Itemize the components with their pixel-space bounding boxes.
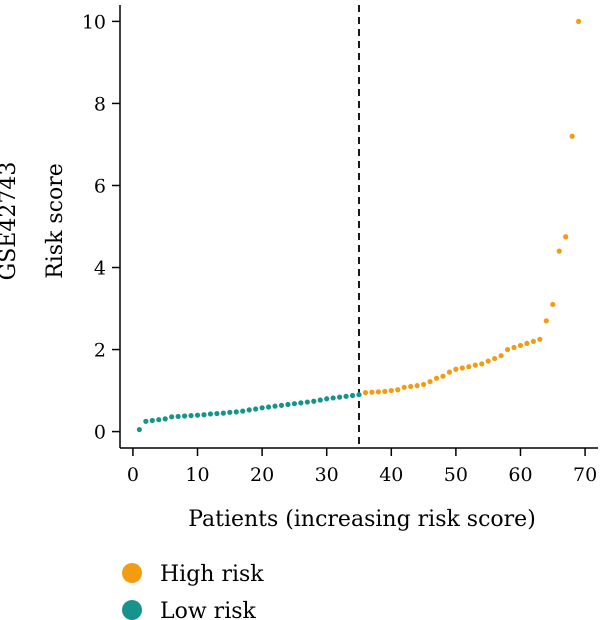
low-risk-point <box>246 407 252 413</box>
low-risk-point <box>214 410 220 417</box>
x-tick-label: 70 <box>573 464 597 486</box>
y-tick-label: 10 <box>82 11 106 33</box>
data-points <box>136 18 582 433</box>
high-risk-point <box>466 364 472 370</box>
high-risk-point <box>479 361 485 367</box>
low-risk-point <box>324 396 330 402</box>
low-risk-point <box>143 418 149 424</box>
x-axis-title: Patients (increasing risk score) <box>188 507 536 532</box>
high-risk-point <box>408 383 414 390</box>
high-risk-point <box>388 387 394 394</box>
low-risk-point <box>169 414 175 420</box>
low-risk-point <box>220 410 226 416</box>
high-risk-point <box>492 355 498 362</box>
x-axis-ticks: 0 10 20 30 40 50 60 70 <box>127 448 597 486</box>
high-risk-point <box>414 383 420 389</box>
x-tick-label: 10 <box>185 464 209 486</box>
high-risk-point <box>382 388 388 394</box>
legend-marker-low-risk <box>122 600 142 620</box>
low-risk-point <box>227 409 233 415</box>
low-risk-point <box>349 392 356 399</box>
y-axis-title: Risk score <box>43 163 68 279</box>
legend-label-high-risk: High risk <box>160 562 264 587</box>
high-risk-point <box>511 344 517 351</box>
low-risk-point <box>136 426 142 433</box>
low-risk-point <box>356 392 362 398</box>
low-risk-point <box>207 411 214 417</box>
high-risk-point <box>433 375 440 381</box>
high-risk-point <box>369 389 375 395</box>
x-tick-label: 50 <box>444 464 468 486</box>
high-risk-point <box>420 381 427 388</box>
high-risk-point <box>556 248 562 254</box>
y-tick-label: 4 <box>94 258 106 280</box>
low-risk-point <box>272 403 278 409</box>
low-risk-point <box>304 399 310 405</box>
high-risk-point <box>504 346 511 353</box>
high-risk-point <box>459 365 465 371</box>
low-risk-point <box>343 393 349 399</box>
low-risk-point <box>259 405 265 411</box>
low-risk-point <box>162 416 168 422</box>
low-risk-point <box>156 417 162 423</box>
high-risk-point <box>427 378 433 385</box>
high-risk-point <box>517 342 524 349</box>
y-tick-label: 6 <box>94 175 106 197</box>
high-risk-point <box>524 340 530 347</box>
y-tick-label: 0 <box>94 422 106 444</box>
high-risk-point <box>453 366 459 372</box>
low-risk-point <box>181 413 188 419</box>
low-risk-point <box>285 401 291 408</box>
high-risk-point <box>362 390 369 396</box>
x-tick-label: 0 <box>127 464 139 486</box>
high-risk-point <box>537 336 543 342</box>
low-risk-point <box>278 402 285 408</box>
low-risk-point <box>188 412 194 419</box>
high-risk-point <box>472 362 478 368</box>
low-risk-point <box>291 401 298 407</box>
low-risk-point <box>149 417 155 424</box>
legend-marker-high-risk <box>122 563 142 583</box>
high-risk-point <box>375 389 381 395</box>
high-risk-point <box>550 301 556 308</box>
low-risk-point <box>337 394 343 400</box>
low-risk-point <box>240 408 246 414</box>
high-risk-point <box>440 373 446 379</box>
plot-frame <box>119 5 598 449</box>
low-risk-point <box>175 413 181 420</box>
low-risk-point <box>330 395 336 401</box>
high-risk-point <box>543 318 549 324</box>
high-risk-point <box>563 234 569 240</box>
low-risk-point <box>298 400 304 406</box>
high-risk-point <box>485 358 491 364</box>
x-tick-label: 60 <box>508 464 532 486</box>
high-risk-point <box>576 18 582 25</box>
legend: High risk Low risk <box>122 562 264 620</box>
x-tick-label: 20 <box>250 464 274 486</box>
y-axis-ticks: 0 2 4 6 8 10 <box>82 11 120 444</box>
y-tick-label: 8 <box>94 93 106 115</box>
low-risk-point <box>265 404 272 410</box>
x-tick-label: 40 <box>379 464 403 486</box>
low-risk-point <box>201 412 207 418</box>
high-risk-point <box>530 338 537 344</box>
y-tick-label: 2 <box>94 340 106 362</box>
high-risk-point <box>569 133 575 139</box>
high-risk-point <box>498 353 504 359</box>
low-risk-point <box>317 397 323 403</box>
high-risk-point <box>395 387 401 393</box>
low-risk-point <box>233 409 239 415</box>
low-risk-point <box>253 406 259 412</box>
high-risk-point <box>401 384 407 390</box>
low-risk-point <box>194 412 201 418</box>
x-tick-label: 30 <box>315 464 339 486</box>
low-risk-point <box>311 398 317 404</box>
high-risk-point <box>446 369 453 375</box>
dataset-label: GSE42743 <box>0 162 21 281</box>
legend-label-low-risk: Low risk <box>160 599 257 620</box>
